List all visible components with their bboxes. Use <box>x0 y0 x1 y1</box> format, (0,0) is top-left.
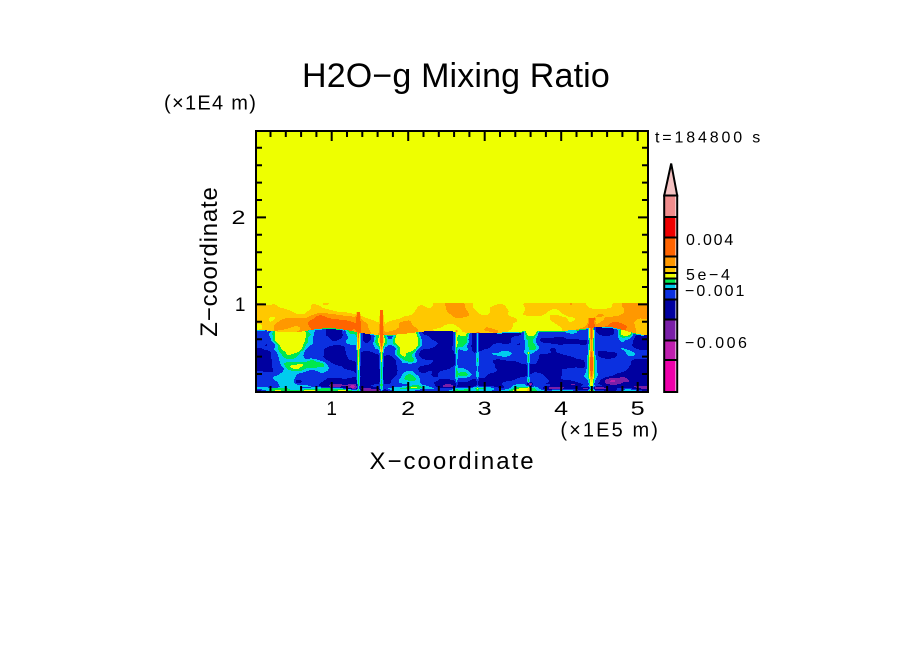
svg-text:X−coordinate: X−coordinate <box>370 448 536 475</box>
svg-text:H2O−g Mixing Ratio: H2O−g Mixing Ratio <box>302 57 610 95</box>
svg-text:−0.006: −0.006 <box>685 335 749 352</box>
svg-text:−0.001: −0.001 <box>685 283 746 300</box>
svg-text:(×1E5 m): (×1E5 m) <box>560 420 660 442</box>
svg-text:0.004: 0.004 <box>686 232 735 249</box>
svg-text:4: 4 <box>554 399 569 420</box>
svg-text:5: 5 <box>631 399 645 420</box>
svg-text:1: 1 <box>235 295 246 316</box>
svg-text:t=184800 s: t=184800 s <box>655 129 763 146</box>
svg-text:1: 1 <box>326 399 337 420</box>
svg-text:(×1E4 m): (×1E4 m) <box>164 93 257 115</box>
svg-text:3: 3 <box>478 399 492 420</box>
svg-text:2: 2 <box>401 399 415 420</box>
svg-text:2: 2 <box>232 208 246 229</box>
svg-text:Z−coordinate: Z−coordinate <box>196 186 223 336</box>
svg-text:5e−4: 5e−4 <box>686 267 732 284</box>
